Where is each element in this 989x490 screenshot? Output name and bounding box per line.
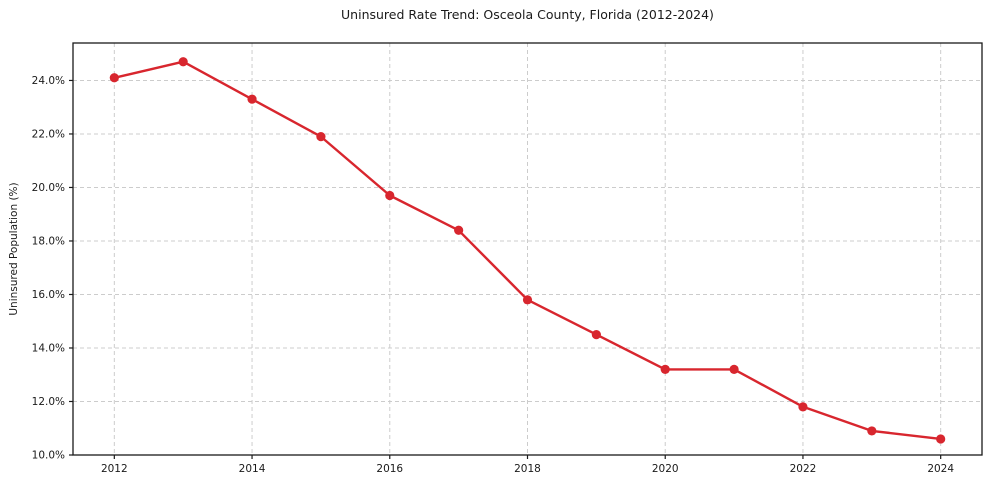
data-point xyxy=(385,190,395,201)
x-tick-label: 2014 xyxy=(239,463,266,475)
data-point xyxy=(178,57,188,67)
x-tick-label: 2018 xyxy=(514,463,541,475)
chart-title: Uninsured Rate Trend: Osceola County, Fl… xyxy=(341,7,714,22)
y-tick-label: 18.0% xyxy=(32,235,65,247)
data-point xyxy=(316,132,326,142)
data-point xyxy=(936,434,946,444)
x-tick-label: 2022 xyxy=(790,463,817,475)
data-point xyxy=(660,364,670,374)
data-point xyxy=(454,225,464,235)
data-point xyxy=(109,73,119,83)
y-tick-label: 22.0% xyxy=(32,128,65,140)
y-tick-label: 20.0% xyxy=(32,182,65,194)
x-tick-label: 2016 xyxy=(376,463,403,475)
data-point xyxy=(798,402,808,412)
data-point xyxy=(522,295,533,305)
x-tick-label: 2012 xyxy=(101,463,128,475)
y-tick-label: 12.0% xyxy=(32,396,65,408)
y-axis-title: Uninsured Population (%) xyxy=(8,182,20,316)
data-point xyxy=(247,94,257,104)
x-tick-label: 2020 xyxy=(652,463,679,475)
y-tick-label: 14.0% xyxy=(32,342,65,354)
data-point xyxy=(591,330,601,340)
y-tick-label: 16.0% xyxy=(32,289,65,301)
y-tick-label: 24.0% xyxy=(32,75,65,87)
data-point xyxy=(729,364,739,374)
data-point xyxy=(867,426,877,436)
y-tick-label: 10.0% xyxy=(32,450,65,462)
x-tick-label: 2024 xyxy=(927,463,954,475)
